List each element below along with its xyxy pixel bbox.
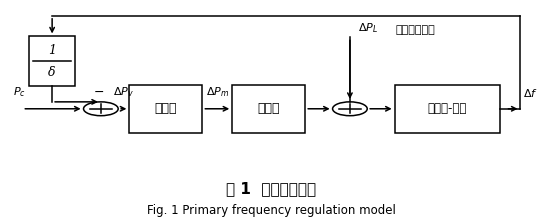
- Bar: [29, 36, 75, 86]
- Bar: [129, 85, 203, 132]
- Text: 发电机-负荷: 发电机-负荷: [428, 102, 467, 115]
- Text: 调速器: 调速器: [155, 102, 177, 115]
- Text: −: −: [94, 86, 104, 99]
- Text: 1: 1: [48, 44, 56, 57]
- Text: 原动机: 原动机: [257, 102, 280, 115]
- Text: $\Delta f$: $\Delta f$: [523, 87, 538, 99]
- Text: $P_c$: $P_c$: [13, 85, 26, 99]
- Text: 负荷功率变化: 负荷功率变化: [396, 25, 435, 35]
- Text: δ: δ: [48, 66, 56, 79]
- Text: $\Delta P_L$: $\Delta P_L$: [358, 21, 378, 35]
- Bar: [395, 85, 500, 132]
- Text: 图 1  一次调频模型: 图 1 一次调频模型: [226, 181, 317, 196]
- Bar: [232, 85, 305, 132]
- Text: $\Delta P_m$: $\Delta P_m$: [206, 85, 229, 99]
- Text: Fig. 1 Primary frequency regulation model: Fig. 1 Primary frequency regulation mode…: [147, 204, 396, 217]
- Text: $\Delta P_v$: $\Delta P_v$: [113, 85, 134, 99]
